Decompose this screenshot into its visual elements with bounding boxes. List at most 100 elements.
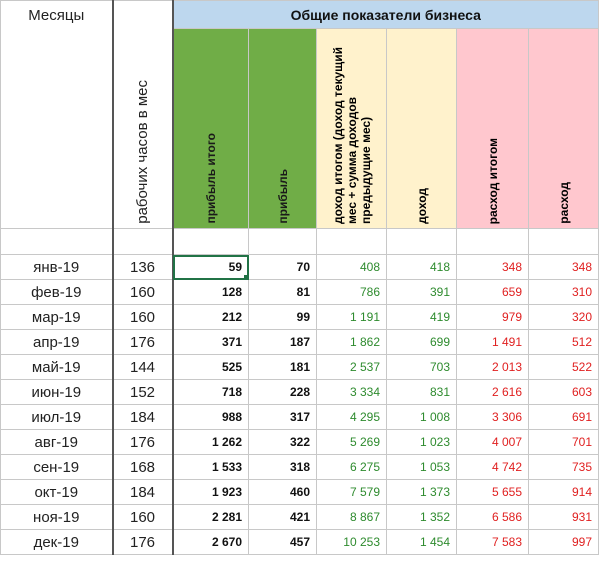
empty-cell[interactable]: [112, 228, 174, 255]
profit-total-cell[interactable]: 59: [172, 254, 249, 280]
month-cell[interactable]: янв-19: [0, 254, 114, 280]
income-total-cell[interactable]: 6 275: [316, 454, 387, 480]
income-total-cell[interactable]: 3 334: [316, 379, 387, 405]
expense-total-cell[interactable]: 348: [456, 254, 529, 280]
month-cell[interactable]: сен-19: [0, 454, 114, 480]
expense-cell[interactable]: 603: [528, 379, 599, 405]
income-cell[interactable]: 1 008: [386, 404, 457, 430]
profit-cell[interactable]: 460: [248, 479, 317, 505]
profit-cell[interactable]: 228: [248, 379, 317, 405]
hours-cell[interactable]: 176: [112, 429, 174, 455]
expense-total-cell[interactable]: 3 306: [456, 404, 529, 430]
empty-cell[interactable]: [386, 228, 457, 255]
empty-cell[interactable]: [316, 228, 387, 255]
empty-cell[interactable]: [528, 228, 599, 255]
profit-total-cell[interactable]: 212: [172, 304, 249, 330]
income-header[interactable]: доход: [386, 28, 457, 229]
expense-cell[interactable]: 997: [528, 529, 599, 555]
profit-cell[interactable]: 187: [248, 329, 317, 355]
profit-cell[interactable]: 317: [248, 404, 317, 430]
income-total-cell[interactable]: 786: [316, 279, 387, 305]
hours-cell[interactable]: 160: [112, 279, 174, 305]
month-cell[interactable]: авг-19: [0, 429, 114, 455]
profit-total-cell[interactable]: 525: [172, 354, 249, 380]
income-total-cell[interactable]: 7 579: [316, 479, 387, 505]
profit-cell[interactable]: 99: [248, 304, 317, 330]
income-cell[interactable]: 418: [386, 254, 457, 280]
profit-total-cell[interactable]: 371: [172, 329, 249, 355]
months-header[interactable]: Месяцы: [0, 0, 114, 229]
profit-total-cell[interactable]: 2 670: [172, 529, 249, 555]
hours-cell[interactable]: 152: [112, 379, 174, 405]
income-total-cell[interactable]: 8 867: [316, 504, 387, 530]
expense-total-cell[interactable]: 2 616: [456, 379, 529, 405]
expense-total-cell[interactable]: 5 655: [456, 479, 529, 505]
income-cell[interactable]: 419: [386, 304, 457, 330]
group-header[interactable]: Общие показатели бизнеса: [172, 0, 599, 29]
income-total-cell[interactable]: 4 295: [316, 404, 387, 430]
income-cell[interactable]: 1 352: [386, 504, 457, 530]
expense-cell[interactable]: 691: [528, 404, 599, 430]
expense-cell[interactable]: 348: [528, 254, 599, 280]
expense-cell[interactable]: 512: [528, 329, 599, 355]
month-cell[interactable]: июл-19: [0, 404, 114, 430]
hours-cell[interactable]: 168: [112, 454, 174, 480]
fill-handle[interactable]: [244, 275, 248, 279]
hours-cell[interactable]: 160: [112, 504, 174, 530]
profit-cell[interactable]: 70: [248, 254, 317, 280]
month-cell[interactable]: ноя-19: [0, 504, 114, 530]
month-cell[interactable]: май-19: [0, 354, 114, 380]
income-total-cell[interactable]: 1 862: [316, 329, 387, 355]
month-cell[interactable]: мар-19: [0, 304, 114, 330]
expense-total-header[interactable]: расход итогом: [456, 28, 529, 229]
month-cell[interactable]: фев-19: [0, 279, 114, 305]
month-cell[interactable]: июн-19: [0, 379, 114, 405]
profit-cell[interactable]: 322: [248, 429, 317, 455]
hours-cell[interactable]: 136: [112, 254, 174, 280]
hours-header[interactable]: рабочих часов в мес: [112, 0, 174, 229]
profit-cell[interactable]: 457: [248, 529, 317, 555]
profit-total-cell[interactable]: 718: [172, 379, 249, 405]
expense-total-cell[interactable]: 1 491: [456, 329, 529, 355]
income-cell[interactable]: 1 373: [386, 479, 457, 505]
profit-cell[interactable]: 421: [248, 504, 317, 530]
month-cell[interactable]: дек-19: [0, 529, 114, 555]
profit-total-cell[interactable]: 1 923: [172, 479, 249, 505]
hours-cell[interactable]: 176: [112, 329, 174, 355]
profit-cell[interactable]: 81: [248, 279, 317, 305]
profit-header[interactable]: прибыль: [248, 28, 317, 229]
expense-total-cell[interactable]: 7 583: [456, 529, 529, 555]
expense-cell[interactable]: 931: [528, 504, 599, 530]
expense-cell[interactable]: 522: [528, 354, 599, 380]
profit-total-cell[interactable]: 988: [172, 404, 249, 430]
profit-total-cell[interactable]: 2 281: [172, 504, 249, 530]
expense-total-cell[interactable]: 6 586: [456, 504, 529, 530]
expense-cell[interactable]: 735: [528, 454, 599, 480]
income-cell[interactable]: 1 023: [386, 429, 457, 455]
income-cell[interactable]: 831: [386, 379, 457, 405]
income-total-cell[interactable]: 408: [316, 254, 387, 280]
hours-cell[interactable]: 160: [112, 304, 174, 330]
expense-total-cell[interactable]: 4 007: [456, 429, 529, 455]
profit-total-cell[interactable]: 1 262: [172, 429, 249, 455]
profit-cell[interactable]: 181: [248, 354, 317, 380]
income-cell[interactable]: 703: [386, 354, 457, 380]
expense-total-cell[interactable]: 2 013: [456, 354, 529, 380]
income-total-header[interactable]: доход итогом (доход текущий мес + сумма …: [316, 28, 387, 229]
income-cell[interactable]: 1 454: [386, 529, 457, 555]
expense-total-cell[interactable]: 4 742: [456, 454, 529, 480]
income-total-cell[interactable]: 5 269: [316, 429, 387, 455]
income-cell[interactable]: 391: [386, 279, 457, 305]
hours-cell[interactable]: 176: [112, 529, 174, 555]
expense-total-cell[interactable]: 979: [456, 304, 529, 330]
month-cell[interactable]: апр-19: [0, 329, 114, 355]
empty-cell[interactable]: [456, 228, 529, 255]
expense-cell[interactable]: 320: [528, 304, 599, 330]
expense-total-cell[interactable]: 659: [456, 279, 529, 305]
income-cell[interactable]: 699: [386, 329, 457, 355]
hours-cell[interactable]: 184: [112, 479, 174, 505]
expense-cell[interactable]: 701: [528, 429, 599, 455]
expense-cell[interactable]: 310: [528, 279, 599, 305]
month-cell[interactable]: окт-19: [0, 479, 114, 505]
income-total-cell[interactable]: 1 191: [316, 304, 387, 330]
